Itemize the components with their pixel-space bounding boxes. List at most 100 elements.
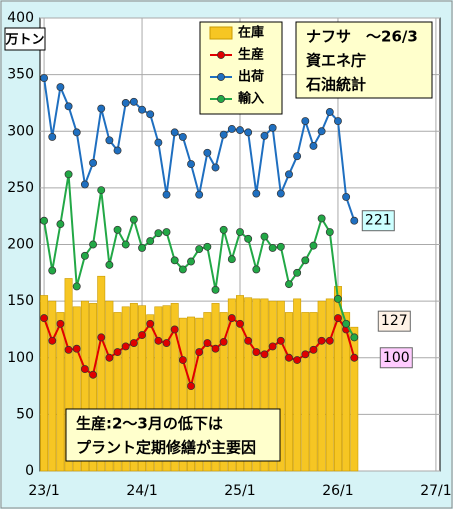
point xyxy=(162,228,171,236)
point xyxy=(56,319,65,328)
x-tick-label: 27/1 xyxy=(420,483,451,499)
point xyxy=(227,314,236,323)
bar xyxy=(211,303,220,472)
chart-subtitle: 資エネ庁 xyxy=(306,52,366,70)
point xyxy=(219,130,228,139)
bar xyxy=(56,312,65,472)
point xyxy=(178,265,187,274)
bar xyxy=(268,300,277,472)
legend-swatch xyxy=(217,95,225,103)
bar xyxy=(121,306,130,472)
point xyxy=(170,128,179,137)
point xyxy=(138,243,146,252)
point xyxy=(105,353,114,362)
point xyxy=(146,319,155,328)
bar xyxy=(129,303,138,472)
point xyxy=(301,117,310,126)
point xyxy=(268,243,277,252)
point xyxy=(260,232,269,241)
point xyxy=(252,348,261,357)
point xyxy=(64,102,73,111)
point xyxy=(56,83,65,92)
point xyxy=(236,319,244,328)
point xyxy=(293,152,302,161)
point xyxy=(285,280,293,289)
annotation: プラント定期修繕が主要因 xyxy=(76,439,256,457)
point xyxy=(89,370,98,379)
bar xyxy=(195,317,204,472)
marks xyxy=(40,74,359,472)
point xyxy=(276,336,285,345)
bar xyxy=(342,312,351,472)
point xyxy=(260,131,269,140)
point xyxy=(195,348,204,357)
point xyxy=(105,260,114,269)
point xyxy=(154,229,163,238)
point xyxy=(154,336,163,345)
point xyxy=(162,190,171,199)
bar xyxy=(40,295,49,472)
bar xyxy=(350,326,359,472)
point xyxy=(342,319,351,328)
annotation-box xyxy=(65,408,281,462)
point xyxy=(227,125,236,133)
bar xyxy=(170,303,179,472)
legend-label: 輸入 xyxy=(238,91,264,107)
point xyxy=(105,136,114,145)
y-tick-label: 50 xyxy=(16,406,34,422)
point xyxy=(334,314,342,323)
legend-swatch xyxy=(217,51,225,59)
y-tick-label: 150 xyxy=(7,293,34,309)
point xyxy=(178,132,187,141)
bar xyxy=(97,275,106,472)
value-label-box xyxy=(379,347,413,369)
point xyxy=(260,350,269,359)
point xyxy=(325,228,334,236)
bar xyxy=(309,312,318,472)
legend-swatch xyxy=(209,26,233,40)
point xyxy=(80,365,89,374)
point xyxy=(154,138,163,147)
point xyxy=(350,353,359,362)
point xyxy=(244,234,253,243)
point xyxy=(203,148,212,157)
point xyxy=(40,216,49,225)
bar xyxy=(276,300,285,472)
value-labels: 127 100 221 xyxy=(361,210,413,369)
point xyxy=(129,215,138,224)
point xyxy=(268,342,277,351)
point xyxy=(121,98,130,107)
annotation: 生産:2～3月の低下は xyxy=(76,415,223,433)
point xyxy=(121,240,130,249)
bar xyxy=(154,306,163,472)
point xyxy=(72,344,81,353)
point xyxy=(48,266,57,275)
point xyxy=(276,189,285,198)
bar xyxy=(105,300,114,472)
y-tick-label: 100 xyxy=(7,350,34,366)
bar xyxy=(72,306,81,472)
point xyxy=(178,356,187,364)
point xyxy=(285,353,293,362)
point xyxy=(187,257,195,266)
bar xyxy=(325,298,334,472)
point xyxy=(162,339,171,347)
point xyxy=(317,214,326,223)
point xyxy=(211,285,220,294)
bar xyxy=(138,305,147,472)
bar xyxy=(285,312,293,472)
bar xyxy=(64,278,73,472)
point xyxy=(301,256,310,265)
unit-box xyxy=(4,27,46,51)
y-tick-label: 0 xyxy=(25,463,34,479)
y-tick-label: 300 xyxy=(7,123,34,139)
point xyxy=(113,146,122,155)
point xyxy=(64,345,73,354)
y-tick-label: 250 xyxy=(7,180,34,196)
legend-label: 在庫 xyxy=(238,25,264,41)
point xyxy=(89,240,98,249)
point xyxy=(252,265,261,274)
point xyxy=(244,336,253,345)
